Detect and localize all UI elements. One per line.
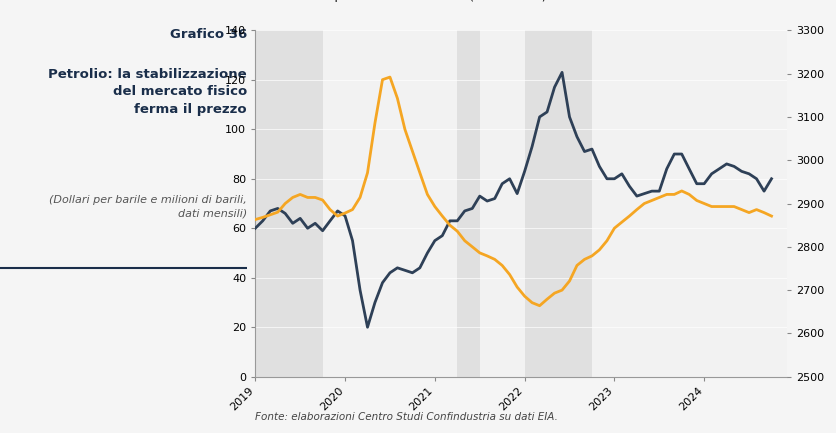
Text: Grafico 36: Grafico 36: [170, 28, 247, 41]
Bar: [344, 30, 456, 377]
Bar: [479, 30, 524, 377]
Bar: [322, 30, 344, 377]
Bar: [591, 30, 659, 377]
Bar: [659, 30, 786, 377]
Legend: Brent spot, Scorte OCSE (scala destra): Brent spot, Scorte OCSE (scala destra): [261, 0, 550, 6]
Text: (Dollari per barile e milioni di barili,
dati mensili): (Dollari per barile e milioni di barili,…: [49, 195, 247, 218]
Text: Fonte: elaborazioni Centro Studi Confindustria su dati EIA.: Fonte: elaborazioni Centro Studi Confind…: [255, 412, 558, 422]
Text: Petrolio: la stabilizzazione
del mercato fisico
ferma il prezzo: Petrolio: la stabilizzazione del mercato…: [48, 68, 247, 116]
